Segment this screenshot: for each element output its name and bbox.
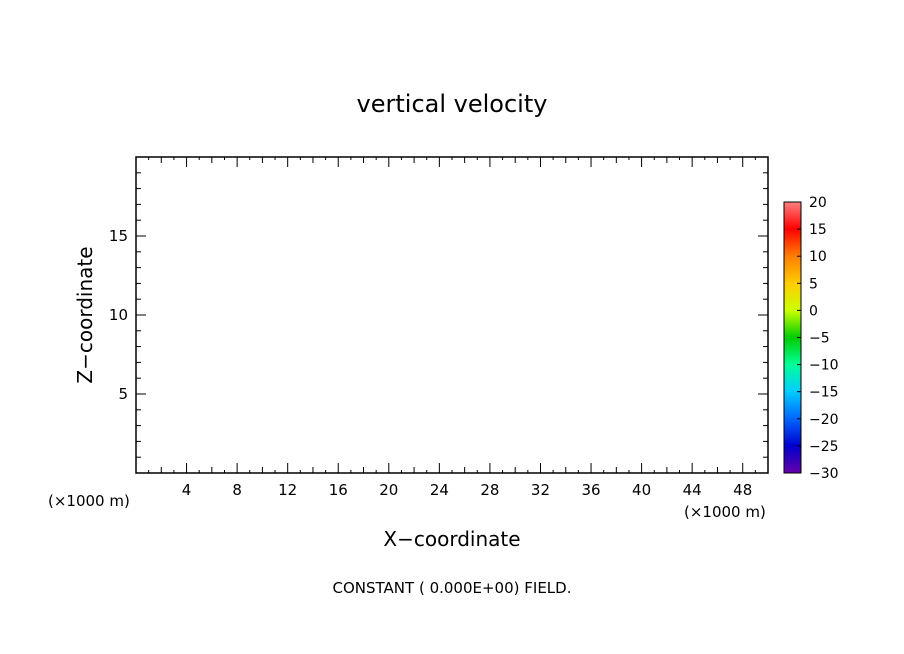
y-axis: 5 10 15 bbox=[109, 172, 768, 458]
x-tick-label: 4 bbox=[182, 481, 192, 499]
colorbar-label: 5 bbox=[809, 276, 818, 292]
y-tick-label: 10 bbox=[109, 306, 128, 324]
x-tick-label: 12 bbox=[278, 481, 297, 499]
x-tick-label: 44 bbox=[683, 481, 702, 499]
x-tick-label: 36 bbox=[581, 481, 600, 499]
x-axis-title: X−coordinate bbox=[383, 527, 520, 551]
y-axis-title: Z−coordinate bbox=[73, 246, 97, 383]
field-annotation: CONSTANT ( 0.000E+00) FIELD. bbox=[333, 579, 572, 597]
colorbar: 20 15 10 5 0 −5 −10 −15 −20 −25 −30 bbox=[783, 195, 839, 482]
plot-border bbox=[135, 156, 769, 474]
colorbar-label: −25 bbox=[809, 439, 839, 455]
x-tick-label: 8 bbox=[232, 481, 242, 499]
y-tick-label: 5 bbox=[118, 385, 128, 403]
x-unit-label-right: (×1000 m) bbox=[684, 503, 766, 521]
x-tick-label: 20 bbox=[379, 481, 398, 499]
x-axis: 4 8 12 16 20 24 28 32 36 40 44 48 bbox=[148, 157, 756, 499]
colorbar-label: −5 bbox=[809, 331, 830, 347]
chart-title: vertical velocity bbox=[357, 90, 548, 118]
plot-area bbox=[135, 156, 769, 474]
x-tick-label: 28 bbox=[480, 481, 499, 499]
colorbar-label: −20 bbox=[809, 412, 839, 428]
colorbar-label: 20 bbox=[809, 195, 827, 211]
colorbar-label: −10 bbox=[809, 358, 839, 374]
x-tick-label: 32 bbox=[531, 481, 550, 499]
x-tick-label: 24 bbox=[430, 481, 449, 499]
colorbar-label: 0 bbox=[809, 303, 818, 319]
x-tick-label: 48 bbox=[733, 481, 752, 499]
y-tick-label: 15 bbox=[109, 227, 128, 245]
colorbar-label: 10 bbox=[809, 249, 827, 265]
colorbar-label: 15 bbox=[809, 222, 827, 238]
colorbar-label: −30 bbox=[809, 466, 839, 482]
x-tick-label: 40 bbox=[632, 481, 651, 499]
x-unit-label-left: (×1000 m) bbox=[48, 492, 130, 510]
colorbar-label: −15 bbox=[809, 385, 839, 401]
x-tick-label: 16 bbox=[329, 481, 348, 499]
